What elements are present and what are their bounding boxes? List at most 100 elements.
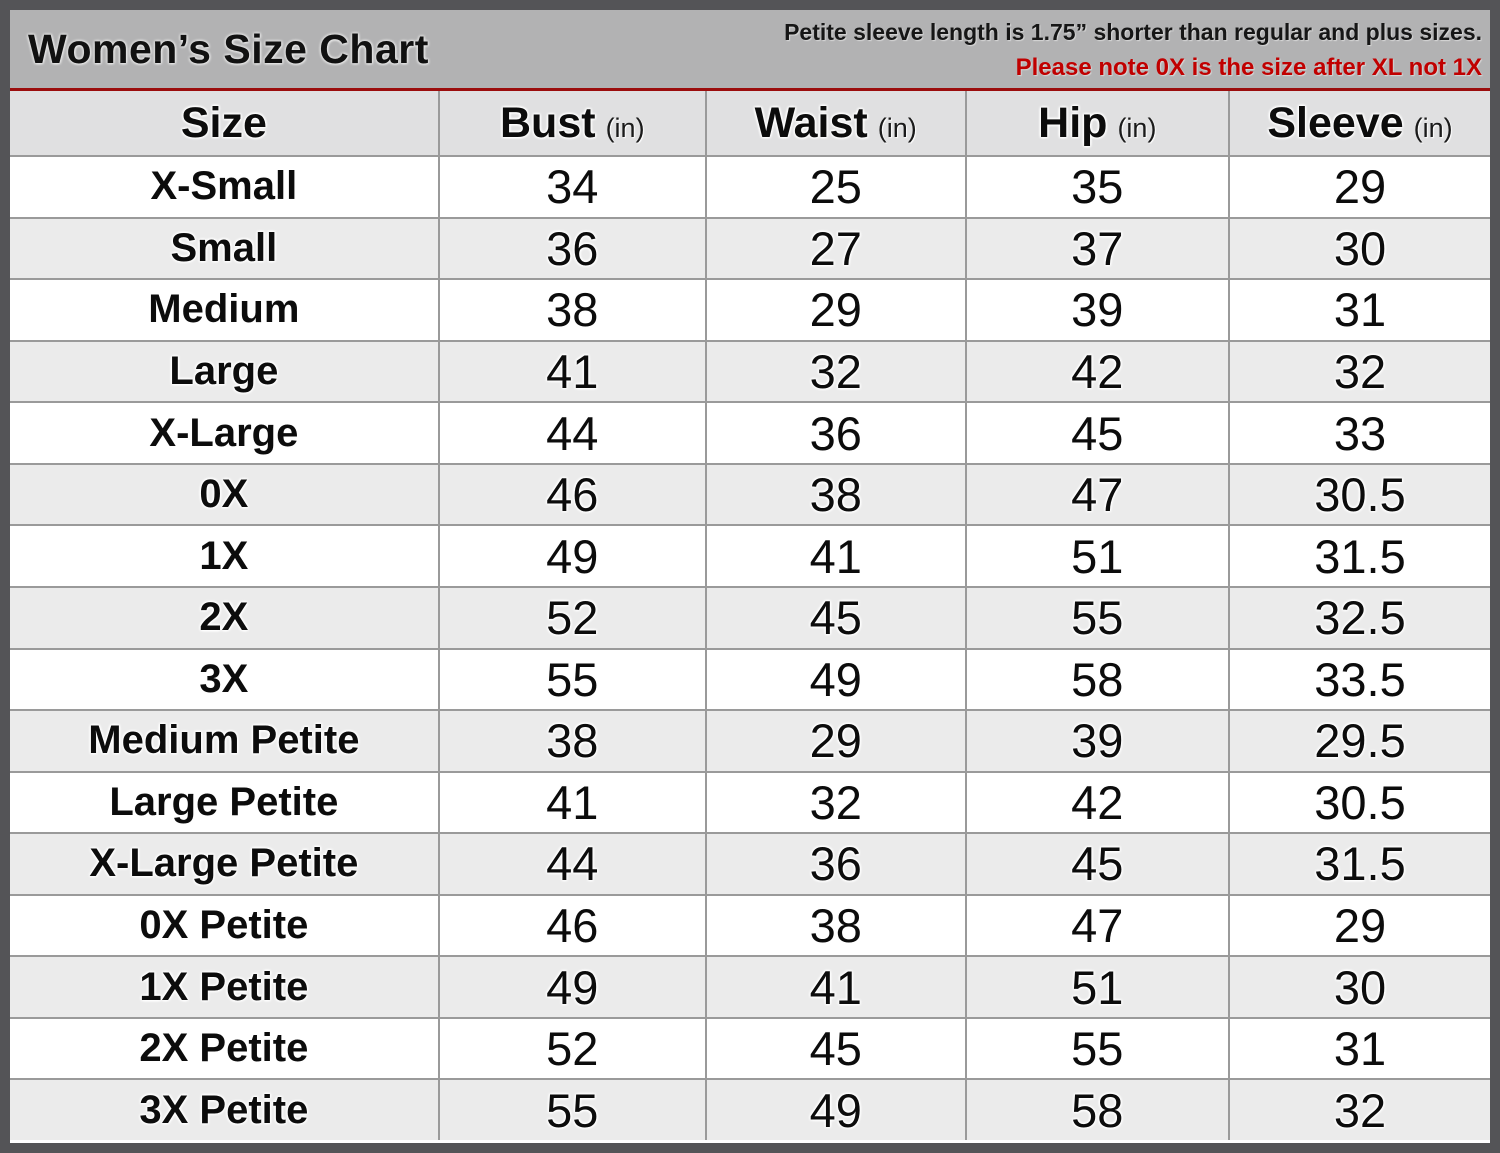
column-header-sleeve: Sleeve (in) (1228, 91, 1490, 155)
column-header-unit: (in) (877, 112, 917, 143)
table-row: 0X 46 38 47 30.5 (10, 462, 1490, 525)
table-row: 1X Petite 49 41 51 30 (10, 955, 1490, 1017)
table-row: 2X 52 45 55 32.5 (10, 585, 1490, 648)
bust-value-cell: 38 (437, 711, 705, 771)
waist-value-cell: 27 (704, 218, 965, 279)
column-header-label: Sleeve (1267, 98, 1404, 147)
table-row: 1X 49 41 51 31.5 (10, 524, 1490, 586)
bust-value-cell: 41 (437, 772, 705, 833)
sleeve-value-cell: 32.5 (1228, 587, 1490, 648)
sleeve-value-cell: 32 (1228, 1080, 1490, 1140)
size-label-cell: 2X (199, 595, 249, 640)
bust-value-cell: 46 (437, 464, 705, 525)
column-header-label: Waist (754, 98, 868, 147)
red-divider (10, 88, 1490, 91)
waist-value-cell: 49 (704, 1080, 965, 1140)
bust-value-cell: 34 (437, 157, 705, 217)
waist-value-cell: 49 (704, 649, 965, 710)
column-header-unit: (in) (605, 112, 645, 143)
hip-value-cell: 51 (964, 526, 1228, 586)
hip-value-cell: 39 (964, 711, 1228, 771)
waist-value-cell: 41 (704, 957, 965, 1017)
sleeve-value-cell: 31.5 (1228, 526, 1490, 586)
column-header-label: Bust (500, 98, 596, 147)
size-label-cell: 3X Petite (139, 1087, 309, 1132)
header-notes: Petite sleeve length is 1.75” shorter th… (784, 17, 1482, 82)
table-body: X-Small 34 25 35 29 Small 36 27 37 30 Medium 38 29 39… (10, 155, 1490, 1140)
ox-size-note: Please note 0X is the size after XL not … (1015, 53, 1482, 81)
waist-value-cell: 25 (704, 157, 965, 217)
bust-value-cell: 41 (437, 341, 705, 402)
size-label-cell: 1X Petite (139, 964, 309, 1009)
table-row: 0X Petite 46 38 47 29 (10, 893, 1490, 956)
hip-value-cell: 51 (964, 957, 1228, 1017)
waist-value-cell: 45 (704, 587, 965, 648)
waist-value-cell: 38 (704, 895, 965, 956)
table-header-row: Size Bust (in) Waist (in) Hip (in) Sleeve (in) (10, 91, 1490, 155)
bust-value-cell: 46 (437, 895, 705, 956)
sleeve-value-cell: 33 (1228, 403, 1490, 463)
hip-value-cell: 45 (964, 403, 1228, 463)
hip-value-cell: 42 (964, 772, 1228, 833)
bust-value-cell: 49 (437, 526, 705, 586)
sleeve-value-cell: 29.5 (1228, 711, 1490, 771)
waist-value-cell: 32 (704, 341, 965, 402)
bust-value-cell: 38 (437, 280, 705, 340)
waist-value-cell: 36 (704, 834, 965, 894)
bust-value-cell: 44 (437, 834, 705, 894)
waist-value-cell: 29 (704, 280, 965, 340)
size-label-cell: X-Large Petite (89, 841, 359, 886)
table-row: 2X Petite 52 45 55 31 (10, 1016, 1490, 1079)
hip-value-cell: 39 (964, 280, 1228, 340)
petite-sleeve-note: Petite sleeve length is 1.75” shorter th… (784, 18, 1482, 45)
hip-value-cell: 47 (964, 464, 1228, 525)
hip-value-cell: 42 (964, 341, 1228, 402)
column-header-hip: Hip (in) (964, 91, 1228, 155)
bust-value-cell: 52 (437, 587, 705, 648)
hip-value-cell: 35 (964, 157, 1228, 217)
waist-value-cell: 36 (704, 403, 965, 463)
bust-value-cell: 52 (437, 1018, 705, 1079)
sleeve-value-cell: 31 (1228, 280, 1490, 340)
hip-value-cell: 55 (964, 1018, 1228, 1079)
sleeve-value-cell: 30.5 (1228, 464, 1490, 525)
column-header-bust: Bust (in) (437, 91, 705, 155)
size-table: Size Bust (in) Waist (in) Hip (in) Sleeve (in) X… (10, 91, 1490, 1143)
column-header-waist: Waist (in) (704, 91, 965, 155)
table-row: Large 41 32 42 32 (10, 339, 1490, 402)
sleeve-value-cell: 29 (1228, 895, 1490, 956)
waist-value-cell: 38 (704, 464, 965, 525)
size-label-cell: 2X Petite (139, 1026, 309, 1071)
size-chart: Women’s Size Chart Petite sleeve length … (10, 10, 1490, 1143)
bust-value-cell: 44 (437, 403, 705, 463)
size-label-cell: Large Petite (109, 779, 339, 824)
hip-value-cell: 58 (964, 649, 1228, 710)
page-title: Women’s Size Chart (28, 25, 429, 72)
sleeve-value-cell: 29 (1228, 157, 1490, 217)
column-header-label: Hip (1038, 98, 1108, 147)
table-row: X-Large Petite 44 36 45 31.5 (10, 832, 1490, 894)
bust-value-cell: 36 (437, 218, 705, 279)
hip-value-cell: 37 (964, 218, 1228, 279)
table-row: X-Small 34 25 35 29 (10, 155, 1490, 217)
hip-value-cell: 45 (964, 834, 1228, 894)
sleeve-value-cell: 30 (1228, 957, 1490, 1017)
bust-value-cell: 49 (437, 957, 705, 1017)
size-label-cell: Medium Petite (88, 718, 360, 763)
waist-value-cell: 29 (704, 711, 965, 771)
size-label-cell: Medium (148, 287, 300, 332)
sleeve-value-cell: 32 (1228, 341, 1490, 402)
size-label-cell: 3X (199, 656, 249, 701)
table-row: X-Large 44 36 45 33 (10, 401, 1490, 463)
sleeve-value-cell: 30 (1228, 218, 1490, 279)
sleeve-value-cell: 30.5 (1228, 772, 1490, 833)
bust-value-cell: 55 (437, 649, 705, 710)
table-row: Medium Petite 38 29 39 29.5 (10, 709, 1490, 771)
hip-value-cell: 58 (964, 1080, 1228, 1140)
bust-value-cell: 55 (437, 1080, 705, 1140)
waist-value-cell: 41 (704, 526, 965, 586)
waist-value-cell: 32 (704, 772, 965, 833)
waist-value-cell: 45 (704, 1018, 965, 1079)
size-label-cell: X-Small (150, 164, 298, 209)
sleeve-value-cell: 33.5 (1228, 649, 1490, 710)
